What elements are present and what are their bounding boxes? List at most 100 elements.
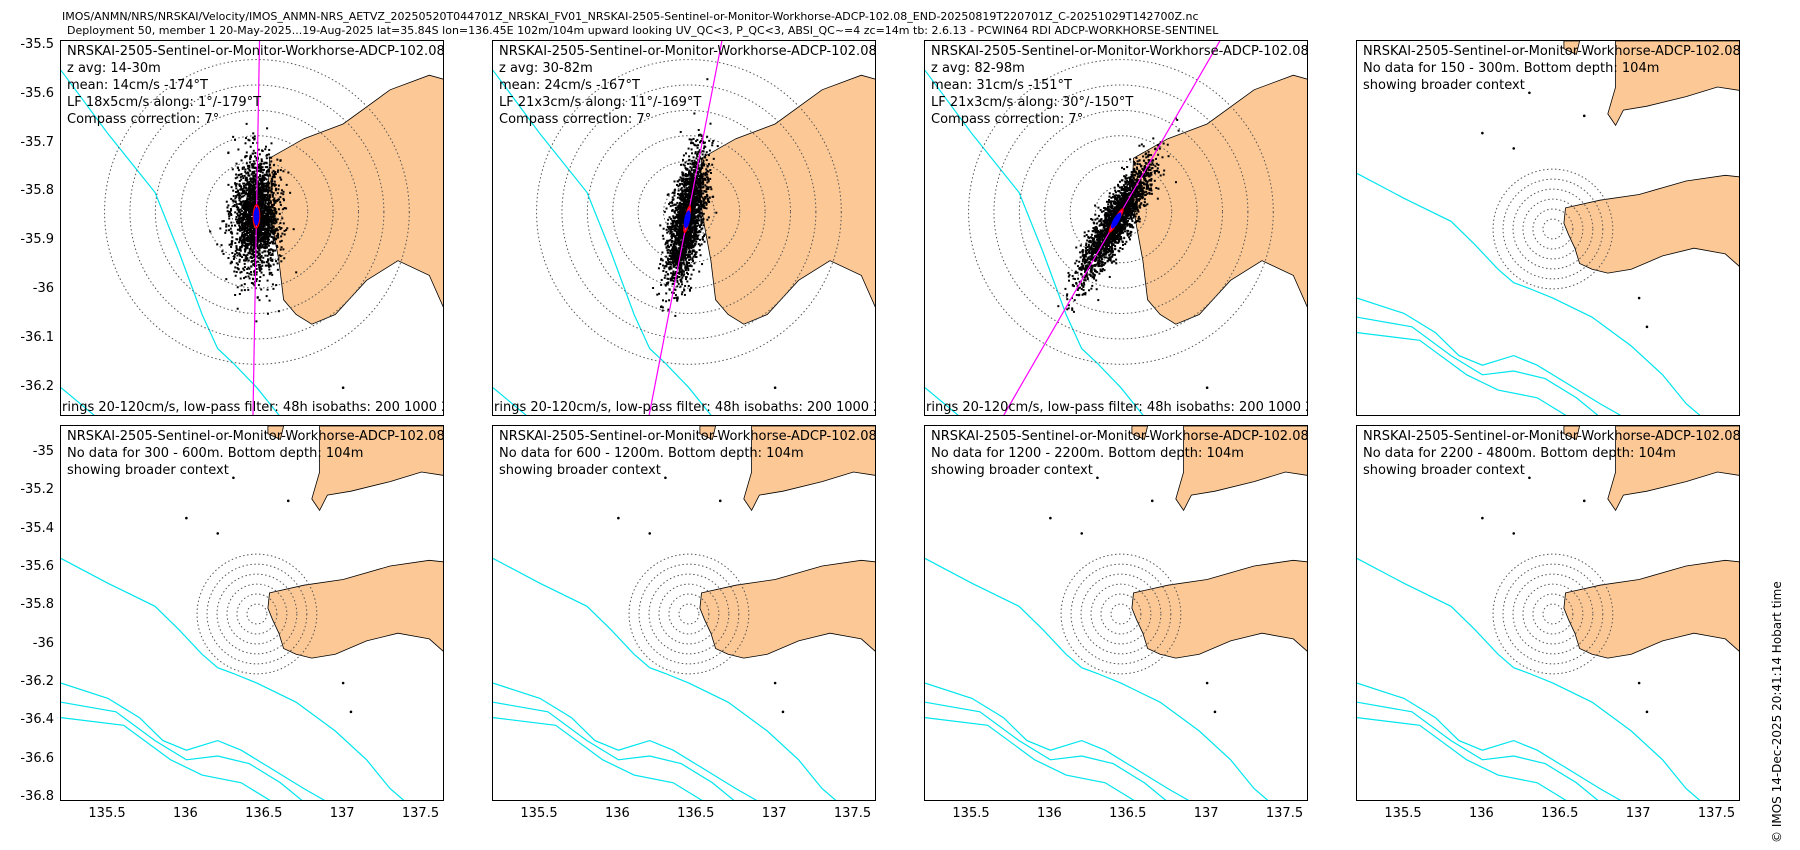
isobath-line <box>1357 297 1622 415</box>
mean-current-marker <box>1110 212 1122 229</box>
y-tick-label: -36 <box>32 281 54 297</box>
y-tick-label: -35.5 <box>20 36 54 52</box>
annotation-line: No data for 600 - 1200m. Bottom depth: 1… <box>499 446 804 461</box>
speed-ring <box>1522 198 1584 260</box>
speed-ring <box>205 160 309 264</box>
speed-ring <box>658 583 720 645</box>
land-polygon <box>1563 174 1739 274</box>
x-tick-label: 137 <box>761 806 787 821</box>
isobath-line <box>925 557 1269 800</box>
isobath-line <box>493 69 712 415</box>
y-tick-label: -35.8 <box>20 597 54 613</box>
islet-mark <box>232 476 235 480</box>
header-filename: IMOS/ANMN/NRS/NRSKAI/Velocity/IMOS_ANMN-… <box>62 10 1199 23</box>
annotation-line: LF 21x3cm/s along: 30°/-150°T <box>931 95 1134 110</box>
isobath-line <box>1357 316 1599 415</box>
land-polygon <box>267 426 285 440</box>
annotation-line: mean: 14cm/s -174°T <box>67 78 208 93</box>
x-tick-label: 135.5 <box>88 806 126 821</box>
islet-mark <box>648 532 652 535</box>
instrument-label: NRSKAI-2505-Sentinel-or-Monitor-Workhors… <box>931 429 1308 444</box>
speed-ring <box>536 59 842 365</box>
islet-mark <box>341 386 345 390</box>
speed-ring <box>638 563 740 665</box>
y-tick-label: -36.6 <box>20 750 54 766</box>
y-tick-label: -36.4 <box>20 712 54 728</box>
credit-text: © IMOS 14-Dec-2025 20:41:14 Hobart time <box>1770 581 1784 843</box>
map-canvas <box>925 41 1307 415</box>
land-polygon <box>699 426 717 440</box>
isobath-line <box>1357 172 1701 415</box>
islet-mark <box>781 710 785 714</box>
speed-ring <box>1018 109 1223 314</box>
speed-ring <box>628 553 750 675</box>
velocity-scatter <box>652 78 719 317</box>
islet-mark <box>1213 710 1217 714</box>
isobath-line <box>925 682 1190 800</box>
speed-ring <box>1542 603 1564 625</box>
isobath-line <box>1357 717 1567 800</box>
speed-ring <box>1095 186 1147 238</box>
isobath-line <box>1357 682 1622 800</box>
map-canvas <box>1357 426 1739 800</box>
speed-ring <box>1110 603 1132 625</box>
panel-footer: rings 20-120cm/s, low-pass filter: 48h i… <box>926 400 1307 415</box>
instrument-label: NRSKAI-2505-Sentinel-or-Monitor-Workhors… <box>67 44 444 59</box>
map-panel-1: NRSKAI-2505-Sentinel-or-Monitor-Workhors… <box>60 40 444 416</box>
map-panel-7: NRSKAI-2505-Sentinel-or-Monitor-Workhors… <box>924 425 1308 801</box>
speed-ring <box>648 573 730 655</box>
isobath-line <box>925 701 1167 800</box>
isobath-line <box>61 701 303 800</box>
y-tick-label: -36.2 <box>20 674 54 690</box>
land-polygon <box>1607 41 1739 127</box>
islet-mark <box>1205 681 1209 685</box>
land-polygon <box>1131 74 1307 325</box>
panel-annotation: NRSKAI-2505-Sentinel-or-Monitor-Workhors… <box>499 43 875 128</box>
land-polygon <box>1131 559 1307 659</box>
map-canvas <box>61 41 443 415</box>
isobath-line <box>493 717 703 800</box>
y-tick-label: -35.2 <box>20 482 54 498</box>
speed-ring <box>637 160 741 264</box>
islet-mark <box>718 499 722 503</box>
islet-mark <box>664 476 667 480</box>
speed-ring <box>1080 573 1162 655</box>
annotation-line: showing broader context <box>67 463 229 478</box>
speed-ring <box>236 593 278 635</box>
speed-ring <box>1492 168 1614 290</box>
islet-mark <box>773 681 777 685</box>
islet-mark <box>286 499 290 503</box>
map-panel-6: NRSKAI-2505-Sentinel-or-Monitor-Workhors… <box>492 425 876 801</box>
speed-ring <box>154 109 359 314</box>
speed-ring <box>1069 160 1173 264</box>
islet-mark <box>1512 532 1516 535</box>
islet-mark <box>1582 499 1586 503</box>
map-panel-4: NRSKAI-2505-Sentinel-or-Monitor-Workhors… <box>1356 40 1740 416</box>
x-tick-label: 137.5 <box>833 806 872 821</box>
islet-mark <box>1528 91 1531 95</box>
land-polygon <box>699 559 875 659</box>
isobath-line <box>1357 557 1701 800</box>
speed-ring <box>226 583 288 645</box>
panel-annotation: NRSKAI-2505-Sentinel-or-Monitor-Workhors… <box>67 43 444 128</box>
y-tick-label: -35.4 <box>20 520 54 536</box>
panel-footer: rings 20-120cm/s, low-pass filter: 48h i… <box>494 400 875 415</box>
y-tick-label: -36.1 <box>20 329 54 345</box>
y-tick-label: -35.6 <box>20 85 54 101</box>
x-tick-label: 136 <box>604 806 630 821</box>
y-tick-label: -36.2 <box>20 378 54 394</box>
map-panel-5: NRSKAI-2505-Sentinel-or-Monitor-Workhors… <box>60 425 444 801</box>
land-polygon <box>1175 426 1307 512</box>
land-polygon <box>1563 41 1581 55</box>
islet-mark <box>1645 325 1649 329</box>
instrument-label: NRSKAI-2505-Sentinel-or-Monitor-Workhors… <box>931 44 1308 59</box>
speed-ring <box>1492 553 1614 675</box>
mean-current-marker <box>253 207 260 226</box>
speed-ring <box>586 109 791 314</box>
instrument-label: NRSKAI-2505-Sentinel-or-Monitor-Workhors… <box>1363 429 1740 444</box>
annotation-line: No data for 1200 - 2200m. Bottom depth: … <box>931 446 1244 461</box>
speed-ring <box>1512 573 1594 655</box>
annotation-line: z avg: 14-30m <box>67 61 161 76</box>
speed-ring <box>993 84 1249 340</box>
instrument-label: NRSKAI-2505-Sentinel-or-Monitor-Workhors… <box>1363 44 1740 59</box>
